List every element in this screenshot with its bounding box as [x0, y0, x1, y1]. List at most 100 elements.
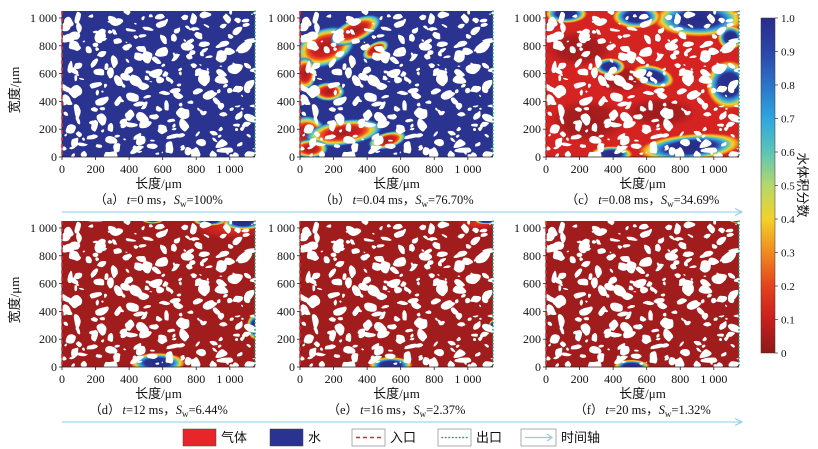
pore-grain [707, 293, 712, 298]
pore-grain [118, 308, 125, 313]
pore-grain [419, 14, 427, 21]
x-tick-label: 800 [425, 162, 443, 176]
pore-grain [546, 94, 557, 105]
pore-grain [95, 47, 100, 52]
pore-grain [330, 252, 337, 257]
pore-grain [107, 122, 114, 132]
pore-grain [309, 67, 317, 75]
y-tick-label: 800 [523, 249, 541, 263]
pore-grain [240, 94, 244, 97]
y-tick-label: 600 [523, 67, 541, 81]
pore-grain [467, 11, 471, 15]
pore-grain [113, 248, 123, 254]
pore-grain [659, 133, 670, 138]
legend-swatch-frame [351, 428, 386, 447]
pore-grain [656, 333, 660, 338]
pore-grain [181, 14, 189, 21]
pore-grain [453, 349, 466, 359]
pore-grain [591, 240, 597, 244]
pore-grain [306, 294, 321, 309]
pore-grain [189, 50, 196, 56]
pore-grain [137, 81, 150, 91]
pore-grain [558, 75, 562, 82]
pore-grain [642, 300, 655, 306]
pore-grain [301, 321, 307, 326]
pore-grain [681, 72, 694, 87]
pore-grain [664, 42, 679, 51]
pore-grain [418, 146, 424, 151]
pore-grain [351, 143, 359, 154]
plot-area [546, 221, 739, 367]
pore-grain [433, 139, 445, 147]
pore-grain [333, 299, 338, 306]
pore-grain [478, 304, 482, 307]
pore-grain [467, 221, 471, 225]
x-axis-label: 长度/μm [373, 386, 420, 401]
pore-grain [392, 13, 403, 20]
pore-grain [393, 20, 405, 28]
pore-grain [663, 118, 674, 132]
pore-grain [235, 110, 243, 120]
time-value: =0.04 ms， [356, 193, 415, 207]
pore-grain [404, 133, 419, 140]
pore-grain [324, 134, 336, 140]
pore-grain [414, 293, 420, 297]
y-tick-label: 600 [277, 67, 295, 81]
y-tick-label: 200 [39, 332, 57, 346]
pore-grain [579, 299, 584, 306]
pore-grain [150, 139, 155, 142]
pore-grain [479, 317, 482, 320]
pore-grain [75, 131, 83, 138]
pore-grain [627, 304, 636, 309]
pore-grain [447, 361, 454, 367]
x-tick-label: 0 [297, 372, 303, 386]
pore-grain [701, 102, 709, 110]
pore-grain [444, 278, 447, 281]
pore-grain [681, 279, 694, 285]
saturation-subscript: w [420, 409, 427, 419]
pore-grain [242, 232, 250, 237]
pore-grain [639, 20, 651, 28]
fluid-patch [141, 221, 164, 224]
pore-grain [64, 16, 74, 27]
pore-grain [227, 87, 233, 94]
pore-grain [653, 298, 665, 304]
x-tick-label: 1 000 [454, 372, 481, 386]
pore-grain [234, 227, 241, 234]
pore-grain [335, 260, 345, 268]
pore-grain [133, 35, 139, 39]
pore-grain [467, 107, 472, 111]
x-axis-label: 长度/μm [135, 176, 182, 191]
pore-grain [716, 272, 725, 280]
pore-grain [479, 18, 488, 23]
time-value: =20 ms， [609, 403, 659, 417]
pore-grain [557, 104, 565, 119]
plot-area [62, 11, 255, 157]
pore-grain [370, 355, 376, 361]
pore-grain [416, 67, 421, 72]
pore-grain [625, 51, 637, 64]
pore-grain [577, 278, 589, 286]
pore-grain [110, 265, 118, 279]
pore-grain [630, 143, 642, 150]
pore-grain [648, 310, 653, 321]
pore-grain [724, 94, 728, 97]
pore-grain [303, 124, 314, 134]
y-tick-label: 0 [51, 360, 57, 374]
pore-grain [178, 71, 182, 76]
pore-grain [187, 310, 194, 314]
colorbar-scale [760, 17, 776, 354]
pore-grain [612, 254, 617, 259]
pore-grain [97, 238, 106, 247]
pore-grain [337, 247, 346, 252]
pore-grain [124, 66, 134, 75]
pore-grain [180, 354, 185, 359]
pore-grain [718, 105, 725, 108]
pore-grain [414, 83, 420, 87]
pore-grain [320, 40, 324, 43]
pore-grain [101, 129, 105, 133]
pore-grain [655, 127, 661, 131]
panel-letter: （e） [328, 403, 359, 417]
pore-grain [219, 233, 227, 239]
pore-grain [614, 145, 628, 155]
